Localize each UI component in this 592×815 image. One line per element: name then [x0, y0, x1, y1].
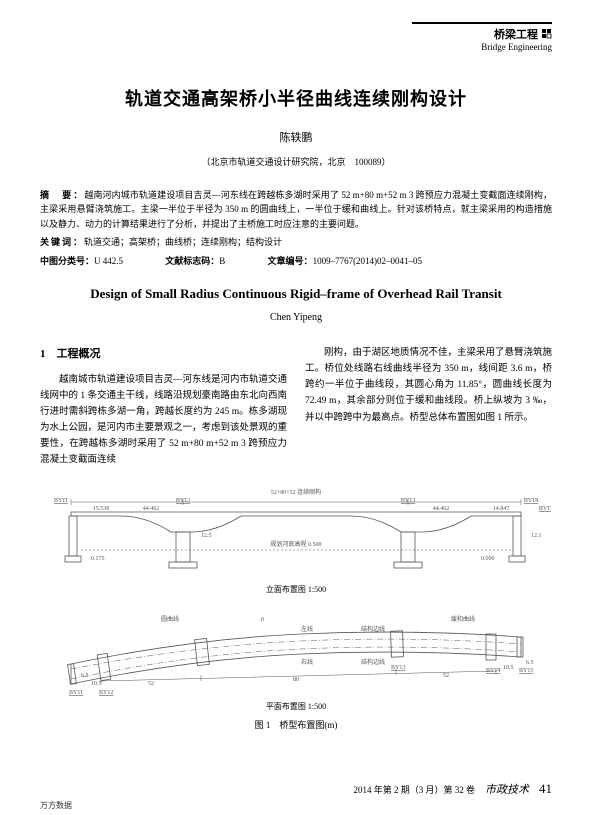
svg-text:52: 52 [443, 673, 449, 679]
svg-text:80: 80 [293, 677, 299, 683]
header-decor [542, 29, 552, 42]
footer-issue: 2014 年第 2 期（3 月）第 32 卷 [353, 783, 475, 796]
svg-text:BY14: BY14 [524, 498, 538, 504]
author-cn: 陈轶鹏 [40, 129, 552, 145]
clc-label: 中图分类号： [40, 256, 94, 266]
header-cn: 桥梁工程 [494, 29, 538, 41]
svg-text:BY12: BY12 [99, 690, 113, 696]
svg-text:圆曲线: 圆曲线 [161, 615, 179, 623]
column-left: 1 工程概况 越南城市轨道建设项目吉灵—河东线是河内市轨道交通线网中的 1 条交… [40, 345, 287, 469]
svg-text:10.5: 10.5 [91, 681, 102, 687]
svg-text:BY11: BY11 [69, 690, 83, 696]
keywords-label: 关键词： [40, 237, 84, 247]
page-footer: 2014 年第 2 期（3 月）第 32 卷 市政技术 41 [40, 781, 552, 797]
svg-text:结构边线: 结构边线 [361, 658, 385, 666]
clc-value: U 442.5 [94, 256, 123, 266]
abstract-block: 摘 要：越南河内城市轨道建设项目吉灵—河东线在跨越栋多湖时采用了 52 m+80… [40, 188, 552, 268]
figure-elevation: 52+80+52 连续刚构 15.538 44.462 44.462 14.84… [40, 482, 552, 595]
plan-caption: 平面布置图 1:500 [40, 701, 552, 712]
elevation-caption: 立面布置图 1:500 [40, 584, 552, 595]
svg-text:44.462: 44.462 [143, 506, 160, 512]
svg-text:BY13: BY13 [391, 665, 405, 671]
keywords-text: 轨道交通；高架桥；曲线桥；连续刚构；结构设计 [84, 237, 282, 247]
svg-text:44.462: 44.462 [433, 506, 450, 512]
svg-text:BY13: BY13 [401, 498, 415, 504]
svg-text:0.175: 0.175 [91, 556, 105, 562]
doccode-label: 文献标志码： [165, 256, 219, 266]
abstract-text: 越南河内城市轨道建设项目吉灵—河东线在跨越栋多湖时采用了 52 m+80 m+5… [40, 190, 552, 229]
svg-text:15.538: 15.538 [93, 506, 110, 512]
body-columns: 1 工程概况 越南城市轨道建设项目吉灵—河东线是河内市轨道交通线网中的 1 条交… [40, 345, 552, 469]
svg-text:6.5: 6.5 [81, 673, 89, 679]
svg-text:14.847: 14.847 [493, 506, 510, 512]
affiliation: （北京市轨道交通设计研究院，北京 100089） [40, 155, 552, 168]
footer-page: 41 [539, 781, 552, 797]
article-title-cn: 轨道交通高架桥小半径曲线连续刚构设计 [40, 85, 552, 111]
svg-text:BY12: BY12 [176, 498, 190, 504]
svg-text:0.000: 0.000 [481, 556, 495, 562]
svg-text:10.5: 10.5 [503, 665, 514, 671]
svg-text:52+80+52 连续刚构: 52+80+52 连续刚构 [271, 488, 321, 496]
author-en: Chen Yipeng [40, 312, 552, 323]
svg-text:52: 52 [148, 681, 154, 687]
svg-text:规划河底高程 0.500: 规划河底高程 0.500 [270, 540, 321, 548]
articleid-label: 文章编号： [268, 256, 313, 266]
header-en: Bridge Engineering [412, 42, 552, 52]
articleid-value: 1009–7767(2014)02–0041–05 [313, 256, 423, 266]
svg-text:12.1: 12.1 [531, 533, 542, 539]
svg-text:12.5: 12.5 [201, 533, 212, 539]
figure-plan: 圆曲线 0 缓和曲线 左线 结构边线 右线 结构边线 BY11 BY12 BY1… [40, 609, 552, 731]
para-right: 刚构，由于湖区地质情况不佳，主梁采用了悬臂浇筑施工。桥位处线路右线曲线半径为 3… [305, 345, 552, 426]
doccode-value: B [219, 256, 225, 266]
figure-1-caption: 图 1 桥型布置图(m) [40, 718, 552, 731]
classification-line: 中图分类号：U 442.5 文献标志码：B 文章编号：1009–7767(201… [40, 254, 552, 268]
article-title-en: Design of Small Radius Continuous Rigid–… [40, 286, 552, 302]
header-category: 桥梁工程 Bridge Engineering [412, 22, 552, 52]
column-right: 刚构，由于湖区地质情况不佳，主梁采用了悬臂浇筑施工。桥位处线路右线曲线半径为 3… [305, 345, 552, 469]
svg-text:BY15: BY15 [539, 506, 551, 512]
svg-text:右线: 右线 [301, 658, 313, 666]
svg-text:0: 0 [261, 617, 264, 623]
section-1-heading: 1 工程概况 [40, 345, 287, 364]
svg-text:6.5: 6.5 [526, 660, 534, 666]
svg-text:BY11: BY11 [54, 498, 68, 504]
abstract-label: 摘 要： [40, 190, 84, 200]
footer-journal: 市政技术 [485, 781, 529, 797]
svg-text:BY15: BY15 [519, 668, 533, 674]
footer-source: 万方数据 [40, 800, 72, 811]
para-left: 越南城市轨道建设项目吉灵—河东线是河内市轨道交通线网中的 1 条交通主干线，线路… [40, 372, 287, 469]
svg-text:缓和曲线: 缓和曲线 [451, 615, 475, 623]
svg-text:左线: 左线 [301, 625, 313, 633]
svg-text:结构边线: 结构边线 [361, 625, 385, 633]
